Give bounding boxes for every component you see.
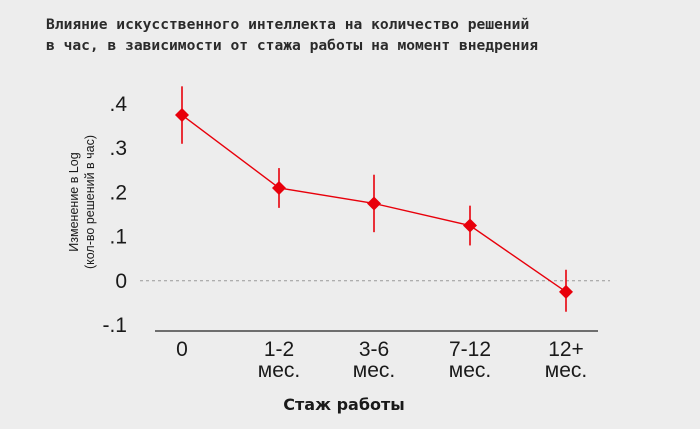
y-axis-label-line-1: Изменение в Log: [67, 152, 81, 251]
y-tick-label: .3: [109, 137, 127, 160]
data-point-marker: [272, 180, 286, 195]
chart-title-line-2: в час, в зависимости от стажа работы на …: [46, 37, 539, 54]
y-tick-label: 0: [115, 270, 127, 293]
data-point-marker: [175, 108, 189, 123]
chart-title: Влияние искусственного интеллекта на кол…: [46, 14, 686, 56]
y-tick-label: .1: [109, 226, 127, 249]
data-point-marker: [463, 218, 477, 233]
y-tick-label: .2: [109, 181, 127, 204]
x-tick-label-unit: мес.: [258, 359, 300, 382]
data-point-marker: [367, 196, 381, 211]
x-tick-label: 0: [176, 338, 188, 361]
y-axis-label-line-2: (кол-во решений в час): [83, 135, 97, 269]
x-tick-label: 7-12: [449, 338, 491, 361]
x-tick-label-unit: мес.: [449, 359, 491, 382]
x-tick-label: 3-6: [359, 338, 389, 361]
data-point-marker: [559, 284, 573, 299]
chart-title-line-1: Влияние искусственного интеллекта на кол…: [46, 16, 530, 33]
y-axis-label: Изменение в Log (кол-во решений в час): [67, 135, 97, 269]
x-axis-label: Стаж работы: [283, 395, 404, 414]
y-tick-label: -.1: [102, 314, 127, 337]
x-tick-label-unit: мес.: [545, 359, 587, 382]
x-tick-label: 1-2: [264, 338, 294, 361]
x-tick-label-unit: мес.: [353, 359, 395, 382]
x-tick-label: 12+: [548, 338, 584, 361]
y-tick-label: .4: [109, 93, 127, 116]
